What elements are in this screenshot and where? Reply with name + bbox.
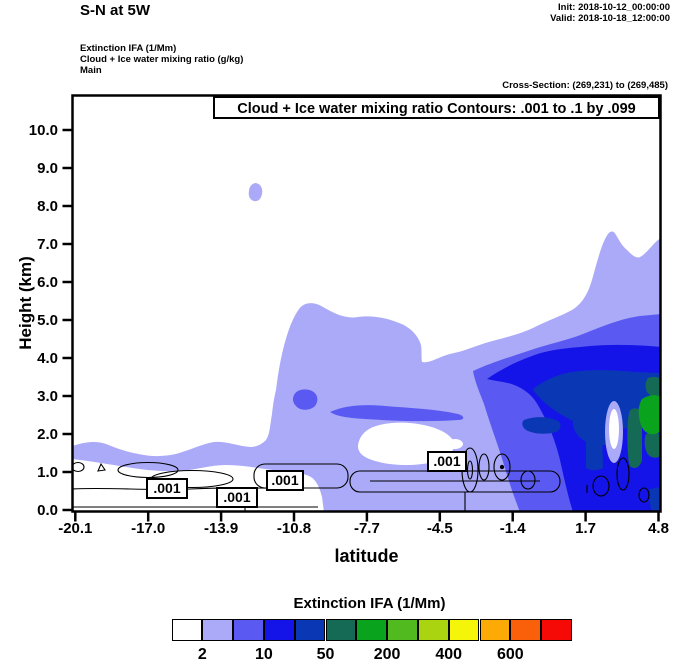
filled-contours (73, 183, 660, 511)
valid-timestamp: Valid: 2018-10-18_12:00:00 (550, 13, 670, 24)
colorbar-tick-label: 2 (197, 646, 207, 663)
fill-clear-speck (447, 439, 463, 449)
contour-label-box: .001 (146, 478, 188, 499)
x-tick-label: -10.8 (276, 520, 312, 537)
field-label-cloud-ice: Cloud + Ice water mixing ratio (g/kg) (80, 54, 244, 65)
field-label-block: Extinction IFA (1/Mm) Cloud + Ice water … (80, 43, 243, 76)
fill-violet-streak (330, 405, 464, 422)
colorbar-cell (202, 619, 234, 641)
x-tick-label: -7.7 (353, 520, 380, 537)
axis-ticks (62, 128, 660, 522)
y-tick-label: 5.0 (37, 311, 58, 329)
colorbar-cell (417, 619, 449, 641)
fill-teal-a (645, 376, 660, 398)
x-tick-label: -13.9 (203, 520, 239, 537)
page-title: S-N at 5W (80, 2, 151, 19)
y-tick-label: 8.0 (37, 197, 58, 215)
colorbar-cell (171, 619, 203, 641)
contour-label-box: .001 (427, 451, 467, 472)
colorbar-tick-label: 10 (254, 646, 273, 663)
fill-teal-b (627, 408, 642, 468)
colorbar-cell (325, 619, 357, 641)
timestamp-block: Init: 2018-10-12_00:00:00 Valid: 2018-10… (550, 2, 670, 24)
colorbar-cell (263, 619, 295, 641)
y-tick-label: 0.0 (37, 501, 58, 519)
x-tick-label: -1.4 (499, 520, 526, 537)
colorbar-tick-label: 400 (435, 646, 463, 663)
x-tick-label: -20.1 (58, 520, 93, 537)
y-tick-label: 1.0 (37, 463, 58, 481)
colorbar-cell (448, 619, 480, 641)
fill-violet-blob-patch (292, 389, 318, 410)
colorbar-cell (541, 619, 572, 641)
y-tick-label: 9.0 (37, 159, 58, 177)
fill-navy-band (533, 370, 660, 430)
fill-navy-blob-a (522, 417, 561, 434)
colorbar-tick-label: 50 (316, 646, 335, 663)
fill-lavender-patch (248, 183, 263, 202)
contour-title-box: Cloud + Ice water mixing ratio Contours:… (213, 96, 660, 119)
colorbar-cell (387, 619, 418, 641)
y-tick-label: 7.0 (37, 235, 58, 253)
y-tick-label: 2.0 (37, 425, 58, 443)
fill-navy-corner (649, 487, 660, 511)
y-tick-label: 6.0 (37, 273, 58, 291)
contour-label-box: .001 (266, 470, 304, 491)
colorbar-tick-label: 200 (373, 646, 401, 663)
x-tick-label: -17.0 (131, 520, 166, 537)
colorbar-cell (510, 619, 542, 641)
fill-teal-c (644, 432, 660, 458)
colorbar-cell (233, 619, 264, 641)
colorbar-tick-label: 600 (496, 646, 524, 663)
init-timestamp: Init: 2018-10-12_00:00:00 (558, 2, 670, 13)
colorbar-title: Extinction IFA (1/Mm) (293, 595, 446, 612)
field-label-extinction: Extinction IFA (1/Mm) (80, 43, 177, 54)
fill-streak-white (609, 409, 619, 449)
fill-green-core (638, 395, 660, 435)
y-tick-label: 4.0 (37, 349, 58, 367)
y-tick-label: 3.0 (37, 387, 58, 405)
x-tick-label: 4.8 (648, 520, 669, 537)
x-tick-label: 1.7 (575, 520, 597, 537)
cross-section-label: Cross-Section: (269,231) to (269,485) (502, 80, 668, 91)
colorbar-cell (479, 619, 511, 641)
y-tick-label: 10.0 (28, 121, 58, 139)
plot-svg (62, 94, 662, 522)
colorbar-cell (294, 619, 326, 641)
x-tick-label: -4.5 (426, 520, 453, 537)
contour-label-box: .001 (216, 487, 258, 508)
plot-frame (71, 94, 662, 513)
fill-clear-wedge (73, 459, 324, 511)
x-axis-label: latitude (334, 546, 399, 566)
colorbar-cell (356, 619, 388, 641)
field-label-domain: Main (80, 65, 102, 76)
